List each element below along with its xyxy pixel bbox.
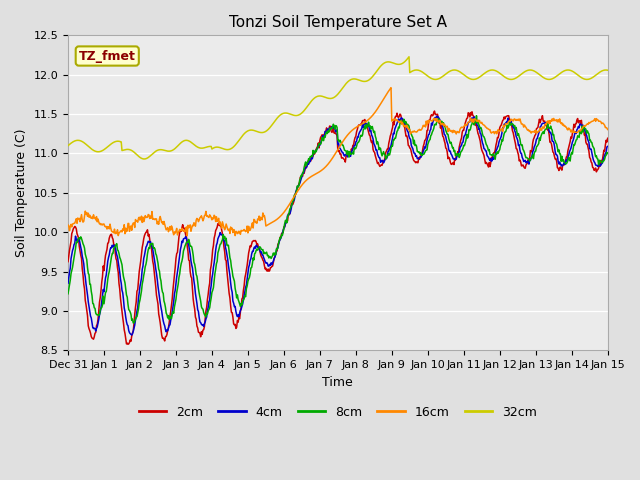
Text: TZ_fmet: TZ_fmet	[79, 49, 136, 62]
Title: Tonzi Soil Temperature Set A: Tonzi Soil Temperature Set A	[229, 15, 447, 30]
Legend: 2cm, 4cm, 8cm, 16cm, 32cm: 2cm, 4cm, 8cm, 16cm, 32cm	[134, 401, 542, 424]
Y-axis label: Soil Temperature (C): Soil Temperature (C)	[15, 129, 28, 257]
X-axis label: Time: Time	[323, 376, 353, 389]
